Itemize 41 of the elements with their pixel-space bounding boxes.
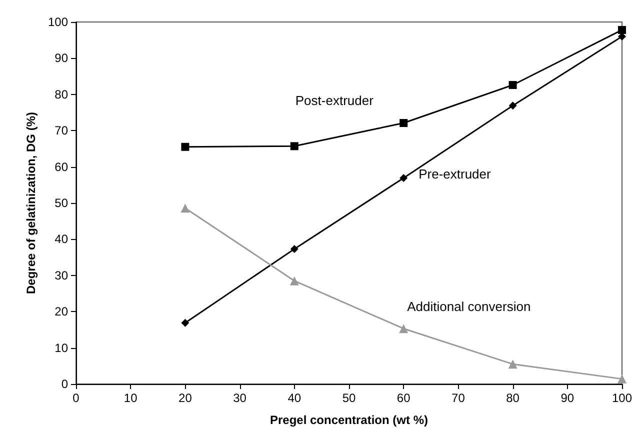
x-tick-label: 100 (612, 391, 632, 405)
point (181, 142, 190, 151)
point (181, 318, 190, 327)
x-tick-label: 0 (72, 391, 80, 405)
y-axis-title: Degree of gelatinization, DG (%) (24, 112, 38, 294)
y-tick-label: 20 (54, 304, 68, 319)
series-label: Additional conversion (407, 299, 531, 314)
x-tick-label: 90 (560, 391, 574, 405)
point (180, 204, 190, 213)
point (508, 360, 518, 369)
series-label: Pre-extruder (418, 166, 492, 182)
point (508, 102, 517, 110)
x-tick-label: 10 (124, 391, 138, 405)
x-tick-label: 80 (506, 391, 520, 405)
y-tick-label: 60 (54, 160, 68, 174)
x-axis-title: Pregel concentration (wt %) (270, 413, 428, 427)
series-label: Post-extruder (295, 93, 374, 108)
y-tick-label: 50 (54, 196, 68, 210)
y-tick-label: 0 (61, 377, 68, 391)
point (400, 174, 408, 182)
x-tick-label: 50 (342, 391, 356, 405)
x-tick-label: 60 (396, 391, 411, 405)
x-tick-label: 20 (178, 391, 192, 405)
x-tick-label: 70 (452, 391, 466, 405)
point (399, 324, 408, 334)
x-tick-label: 40 (288, 391, 302, 405)
point (618, 374, 626, 384)
point (290, 276, 299, 286)
y-tick-label: 10 (54, 340, 68, 355)
y-tick-label: 80 (54, 87, 68, 102)
x-tick-label: 30 (233, 391, 247, 405)
y-tick-label: 70 (54, 124, 68, 138)
y-tick-label: 90 (54, 51, 68, 66)
point (290, 244, 298, 253)
y-tick-label: 100 (48, 15, 68, 29)
y-tick-label: 40 (54, 232, 68, 246)
point (290, 142, 298, 150)
point (400, 119, 408, 127)
y-tick-label: 30 (54, 268, 68, 282)
point (508, 80, 517, 89)
point (618, 26, 626, 34)
